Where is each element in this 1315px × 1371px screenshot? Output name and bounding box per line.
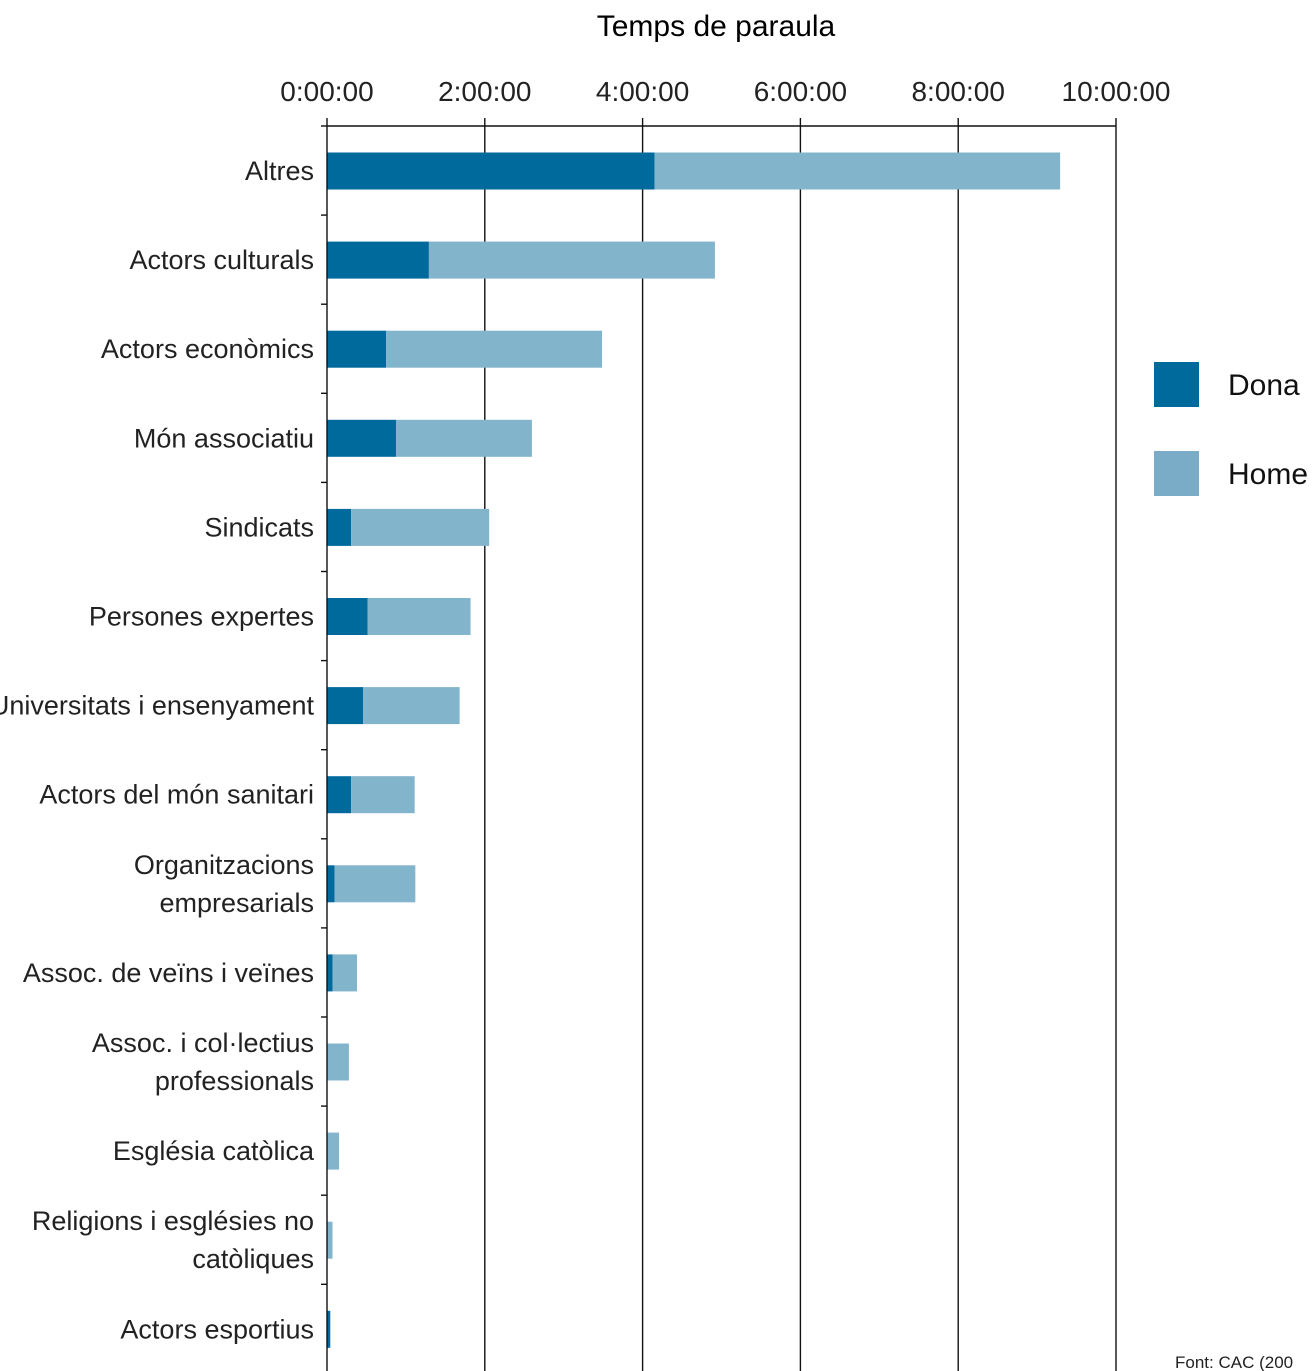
bar-dona-6 <box>327 687 363 724</box>
bar-dona-8 <box>327 865 335 902</box>
x-tick-label-2: 4:00:00 <box>596 76 689 107</box>
gridlines <box>485 126 1116 1371</box>
category-label-9: Assoc. de veïns i veïnes <box>23 958 314 988</box>
bar-home-0 <box>655 153 1060 190</box>
category-label-2: Actors econòmics <box>101 334 314 364</box>
bar-dona-7 <box>327 776 351 813</box>
bar-home-11 <box>327 1133 339 1170</box>
category-label-5: Persones expertes <box>89 602 314 632</box>
bar-home-7 <box>351 776 415 813</box>
category-label-8-line-1: empresarials <box>159 888 314 918</box>
bar-dona-3 <box>327 420 396 457</box>
y-axis <box>321 126 327 1371</box>
category-label-12-line-1: catòliques <box>192 1244 314 1274</box>
x-tick-label-4: 8:00:00 <box>911 76 1004 107</box>
bar-home-1 <box>429 242 715 279</box>
x-tick-label-5: 10:00:00 <box>1062 76 1171 107</box>
chart-title: Temps de paraula <box>597 10 836 43</box>
bar-home-8 <box>335 865 416 902</box>
category-labels: Altres Actors culturals Actors econòmics Mó… <box>0 156 315 1344</box>
category-label-1: Actors culturals <box>129 245 314 275</box>
category-label-4: Sindicats <box>204 512 314 542</box>
category-label-6: Universitats i ensenyament <box>0 691 314 721</box>
bar-home-5 <box>368 598 471 635</box>
legend-swatch-home <box>1154 451 1199 496</box>
legend: Dona Home <box>1154 362 1308 496</box>
legend-swatch-dona <box>1154 362 1199 407</box>
category-label-12-line-0: Religions i esglésies no <box>32 1206 314 1236</box>
category-label-13: Actors esportius <box>120 1314 314 1344</box>
bar-home-4 <box>351 509 489 546</box>
bar-dona-5 <box>327 598 368 635</box>
category-label-3: Món associatiu <box>134 423 314 453</box>
bar-home-6 <box>363 687 459 724</box>
category-label-10-line-0: Assoc. i col·lectius <box>92 1028 314 1058</box>
category-label-11: Església catòlica <box>113 1136 315 1166</box>
category-label-8-line-0: Organitzacions <box>134 850 314 880</box>
category-label-7: Actors del món sanitari <box>39 780 314 810</box>
source-note: Font: CAC (200 <box>1175 1353 1293 1371</box>
bar-dona-4 <box>327 509 351 546</box>
bar-home-10 <box>327 1044 349 1081</box>
bar-dona-2 <box>327 331 386 368</box>
legend-label-home: Home <box>1228 458 1308 491</box>
category-label-0: Altres <box>245 156 314 186</box>
legend-label-dona: Dona <box>1228 369 1300 402</box>
x-tick-label-3: 6:00:00 <box>754 76 847 107</box>
bars <box>327 153 1060 1348</box>
x-tick-label-0: 0:00:00 <box>280 76 373 107</box>
bar-home-9 <box>332 954 357 991</box>
x-axis-ticks: 0:00:00 2:00:00 4:00:00 6:00:00 8:00:00 10:00… <box>280 76 1170 126</box>
bar-dona-9 <box>327 954 332 991</box>
bar-home-12 <box>327 1222 332 1259</box>
bar-dona-1 <box>327 242 429 279</box>
x-tick-label-1: 2:00:00 <box>438 76 531 107</box>
bar-dona-0 <box>327 153 655 190</box>
bar-home-2 <box>386 331 602 368</box>
category-label-10-line-1: professionals <box>155 1066 314 1096</box>
bar-home-3 <box>396 420 532 457</box>
